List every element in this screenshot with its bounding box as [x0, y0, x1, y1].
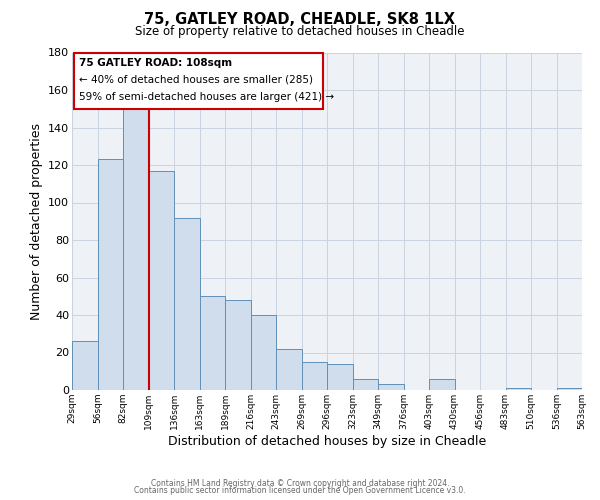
Bar	[378, 384, 404, 390]
X-axis label: Distribution of detached houses by size in Cheadle: Distribution of detached houses by size …	[168, 434, 486, 448]
Bar	[429, 379, 455, 390]
Bar	[353, 379, 378, 390]
Bar	[72, 341, 97, 390]
FancyBboxPatch shape	[74, 54, 323, 109]
Bar	[251, 315, 276, 390]
Y-axis label: Number of detached properties: Number of detached properties	[29, 122, 43, 320]
Text: 75, GATLEY ROAD, CHEADLE, SK8 1LX: 75, GATLEY ROAD, CHEADLE, SK8 1LX	[145, 12, 455, 28]
Bar	[123, 109, 149, 390]
Bar	[225, 300, 251, 390]
Bar	[199, 296, 225, 390]
Text: Contains public sector information licensed under the Open Government Licence v3: Contains public sector information licen…	[134, 486, 466, 495]
Text: ← 40% of detached houses are smaller (285): ← 40% of detached houses are smaller (28…	[79, 75, 313, 85]
Bar	[505, 388, 531, 390]
Bar	[149, 170, 174, 390]
Bar	[557, 388, 582, 390]
Bar	[276, 349, 302, 390]
Bar	[174, 218, 199, 390]
Text: Size of property relative to detached houses in Cheadle: Size of property relative to detached ho…	[135, 25, 465, 38]
Text: 75 GATLEY ROAD: 108sqm: 75 GATLEY ROAD: 108sqm	[79, 58, 232, 68]
Bar	[97, 160, 123, 390]
Bar	[327, 364, 353, 390]
Bar	[302, 362, 327, 390]
Text: Contains HM Land Registry data © Crown copyright and database right 2024.: Contains HM Land Registry data © Crown c…	[151, 478, 449, 488]
Text: 59% of semi-detached houses are larger (421) →: 59% of semi-detached houses are larger (…	[79, 92, 334, 102]
